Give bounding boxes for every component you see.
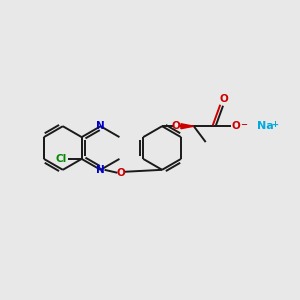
Text: N: N [96,121,105,131]
Polygon shape [181,124,194,129]
Text: O: O [220,94,228,104]
Text: +: + [271,120,278,129]
Text: N: N [96,165,105,175]
Text: O: O [231,121,240,131]
Text: Na: Na [257,121,274,131]
Text: O: O [116,168,125,178]
Text: Cl: Cl [56,154,67,164]
Text: −: − [240,120,247,129]
Text: O: O [172,121,180,131]
